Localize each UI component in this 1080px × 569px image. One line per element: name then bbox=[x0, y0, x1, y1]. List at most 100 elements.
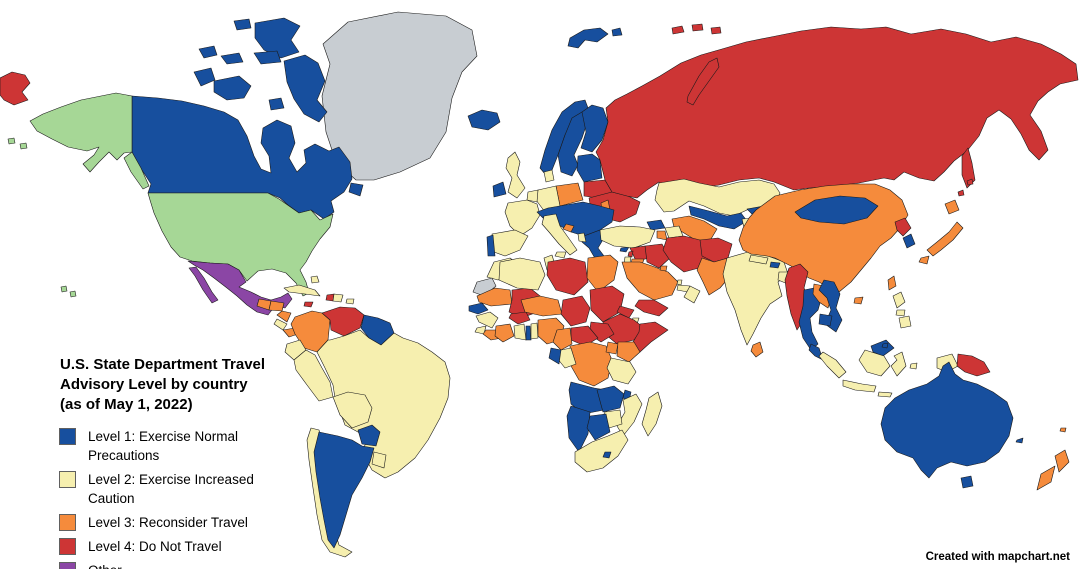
country-svalbard-isl[interactable] bbox=[611, 27, 623, 37]
country-new-zealand-north[interactable] bbox=[1054, 449, 1070, 473]
country-indonesia-sulawesi[interactable] bbox=[890, 351, 907, 377]
country-indonesia-sumatra[interactable] bbox=[818, 351, 847, 379]
country-canada-baffin[interactable] bbox=[283, 54, 328, 123]
country-bolivia[interactable] bbox=[332, 391, 373, 429]
country-canada-isl2[interactable] bbox=[198, 45, 218, 59]
country-botswana[interactable] bbox=[586, 413, 611, 441]
country-italy-sicily[interactable] bbox=[554, 251, 567, 259]
country-russia-fjl3[interactable] bbox=[710, 26, 722, 35]
country-finland[interactable] bbox=[580, 104, 609, 153]
country-russia-kuril2[interactable] bbox=[966, 178, 974, 186]
country-australia-tasmania[interactable] bbox=[960, 475, 974, 489]
country-south-korea[interactable] bbox=[902, 233, 916, 249]
legend-swatch-level3[interactable] bbox=[59, 514, 76, 531]
country-canada-banks[interactable] bbox=[193, 67, 216, 87]
country-canada-southampton[interactable] bbox=[268, 97, 285, 111]
country-sri-lanka[interactable] bbox=[750, 341, 764, 358]
country-egypt[interactable] bbox=[586, 254, 619, 293]
country-fiji[interactable] bbox=[1059, 427, 1067, 433]
country-uzbekistan[interactable] bbox=[688, 205, 748, 230]
legend-swatch-level1[interactable] bbox=[59, 428, 76, 445]
country-bahamas[interactable] bbox=[310, 275, 320, 284]
country-dominican-republic[interactable] bbox=[332, 293, 344, 303]
country-new-caledonia[interactable] bbox=[1015, 437, 1024, 444]
country-drc[interactable] bbox=[569, 341, 613, 387]
country-cyprus[interactable] bbox=[619, 246, 630, 253]
country-libya[interactable] bbox=[546, 257, 589, 296]
country-russia-chukotka-wrap[interactable] bbox=[0, 71, 31, 106]
country-canada-newfoundland[interactable] bbox=[348, 182, 364, 197]
country-uganda[interactable] bbox=[605, 341, 619, 355]
country-indonesia-lesser-sunda[interactable] bbox=[877, 391, 893, 398]
country-north-korea[interactable] bbox=[894, 217, 912, 237]
country-puerto-rico[interactable] bbox=[345, 298, 355, 305]
country-philippines-mindanao[interactable] bbox=[898, 315, 912, 329]
legend-swatch-level4[interactable] bbox=[59, 538, 76, 555]
country-cameroon[interactable] bbox=[552, 327, 573, 351]
country-australia[interactable] bbox=[880, 361, 1014, 479]
country-ivory-coast[interactable] bbox=[494, 323, 515, 343]
country-denmark[interactable] bbox=[543, 169, 555, 183]
country-peru[interactable] bbox=[293, 349, 334, 402]
country-cambodia[interactable] bbox=[818, 313, 833, 327]
legend-swatch-other[interactable] bbox=[59, 562, 76, 569]
country-philippines-luzon[interactable] bbox=[892, 291, 906, 309]
country-oman[interactable] bbox=[683, 285, 701, 304]
country-bosnia[interactable] bbox=[562, 223, 575, 233]
country-senegal[interactable] bbox=[468, 302, 489, 315]
country-canada[interactable] bbox=[131, 95, 353, 220]
country-canada-victoria[interactable] bbox=[213, 75, 252, 101]
country-usa-alaska-panhandle[interactable] bbox=[123, 151, 150, 190]
country-jamaica[interactable] bbox=[303, 301, 314, 308]
country-kenya[interactable] bbox=[616, 341, 641, 363]
country-gabon[interactable] bbox=[548, 347, 562, 365]
country-japan-honshu[interactable] bbox=[926, 221, 964, 257]
country-russia-novaya-zemlya[interactable] bbox=[686, 57, 720, 106]
country-lesotho[interactable] bbox=[602, 451, 612, 459]
country-armenia[interactable] bbox=[656, 230, 668, 241]
country-qatar[interactable] bbox=[676, 279, 683, 286]
country-france[interactable] bbox=[504, 199, 541, 237]
country-russia[interactable] bbox=[595, 26, 1079, 201]
country-albania[interactable] bbox=[577, 232, 587, 243]
country-svalbard[interactable] bbox=[567, 27, 609, 49]
country-algeria[interactable] bbox=[498, 257, 546, 291]
country-honduras[interactable] bbox=[268, 300, 285, 312]
country-usa-alaska[interactable] bbox=[29, 92, 133, 173]
country-indonesia-maluku[interactable] bbox=[909, 362, 918, 370]
country-somalia[interactable] bbox=[632, 321, 669, 353]
country-nicaragua[interactable] bbox=[276, 310, 292, 323]
country-vietnam[interactable] bbox=[818, 279, 843, 333]
country-nepal[interactable] bbox=[748, 254, 769, 265]
country-usa-mainland[interactable] bbox=[147, 192, 334, 297]
country-saudi-arabia[interactable] bbox=[621, 261, 679, 301]
country-spain[interactable] bbox=[491, 229, 529, 257]
country-russia-fjl1[interactable] bbox=[671, 25, 685, 35]
country-baltics[interactable] bbox=[576, 153, 603, 183]
country-georgia[interactable] bbox=[646, 219, 666, 231]
country-turkey[interactable] bbox=[599, 225, 656, 249]
country-uruguay[interactable] bbox=[371, 451, 387, 469]
country-south-africa[interactable] bbox=[574, 429, 629, 473]
country-usa-hawaii1[interactable] bbox=[60, 285, 68, 293]
country-indonesia-kalimantan[interactable] bbox=[858, 349, 891, 377]
country-india[interactable] bbox=[722, 251, 789, 346]
country-sweden[interactable] bbox=[557, 111, 589, 177]
country-malaysia-borneo[interactable] bbox=[870, 339, 895, 357]
country-japan-hokkaido[interactable] bbox=[944, 199, 960, 215]
country-taiwan[interactable] bbox=[887, 275, 897, 291]
country-chad[interactable] bbox=[560, 295, 591, 327]
country-new-zealand-south[interactable] bbox=[1036, 465, 1056, 491]
country-greenland[interactable] bbox=[321, 11, 478, 181]
country-mozambique[interactable] bbox=[616, 393, 643, 437]
country-russia-kuril1[interactable] bbox=[957, 189, 965, 197]
country-usa-aleutian1[interactable] bbox=[7, 137, 16, 145]
country-tanzania[interactable] bbox=[606, 357, 637, 385]
country-philippines-visayas[interactable] bbox=[895, 309, 906, 317]
country-iceland[interactable] bbox=[467, 109, 501, 131]
country-united-kingdom[interactable] bbox=[505, 151, 526, 199]
country-italy[interactable] bbox=[541, 213, 578, 256]
country-canada-ellesmere[interactable] bbox=[254, 17, 301, 59]
country-ghana[interactable] bbox=[513, 323, 527, 341]
country-benin[interactable] bbox=[530, 322, 539, 340]
